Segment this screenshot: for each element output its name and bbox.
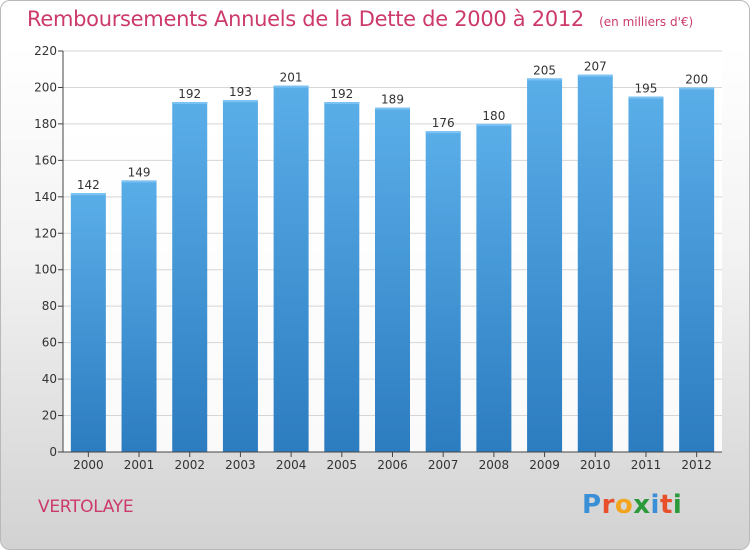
- bars: [70, 74, 715, 453]
- x-tick-label-2008: 2008: [479, 458, 510, 472]
- commune-name: VERTOLAYE: [38, 497, 134, 517]
- logo-letter: t: [659, 490, 673, 520]
- y-tick-label: 160: [34, 153, 57, 167]
- y-tick-label: 200: [34, 80, 57, 94]
- bar-top-2008: [476, 123, 512, 126]
- bar-top-2001: [121, 180, 157, 183]
- bar-top-2006: [375, 107, 410, 110]
- bar-2009: [527, 78, 563, 452]
- bar-top-2003: [222, 100, 258, 103]
- data-label-2005: 192: [330, 87, 353, 101]
- x-tick-label-2010: 2010: [580, 458, 611, 472]
- data-label-2007: 176: [432, 116, 455, 130]
- data-label-2001: 149: [128, 165, 151, 179]
- data-label-2010: 207: [584, 60, 607, 74]
- logo-letter: i: [650, 490, 660, 520]
- y-tick-label: 180: [34, 117, 57, 131]
- bar-2002: [172, 102, 208, 452]
- axes: 0 20 40 60 80 100 120 140 160 180 200 220 2000 2001 20…: [34, 44, 722, 472]
- data-label-2008: 180: [482, 109, 505, 123]
- x-tick-label-2003: 2003: [225, 458, 256, 472]
- bar-top-2010: [577, 74, 613, 77]
- bar-2005: [324, 102, 360, 452]
- y-tick-label: 60: [42, 336, 57, 350]
- data-label-2006: 189: [381, 93, 404, 107]
- bar-2007: [425, 131, 461, 452]
- data-label-2011: 195: [635, 82, 658, 96]
- x-tick-label-2005: 2005: [327, 458, 358, 472]
- bar-top-2009: [527, 78, 563, 81]
- bar-top-2005: [324, 102, 360, 105]
- bar-2010: [577, 74, 613, 452]
- y-tick-label: 20: [42, 409, 57, 423]
- chart-unit: (en milliers d'€): [599, 15, 694, 29]
- data-labels: 142 149 192 193 201 192 189 176 180 205 207 195 200: [77, 60, 708, 192]
- logo-letter: x: [633, 490, 651, 520]
- bar-top-2012: [679, 87, 715, 90]
- bar-top-2004: [273, 85, 309, 88]
- data-label-2009: 205: [533, 63, 556, 77]
- bar-2004: [273, 85, 309, 452]
- proxiti-logo: Proxiti: [582, 490, 682, 520]
- data-label-2000: 142: [77, 178, 100, 192]
- logo-letter: o: [614, 490, 634, 520]
- data-label-2002: 192: [178, 87, 201, 101]
- bar-top-2011: [628, 96, 664, 99]
- x-tick-label-2011: 2011: [631, 458, 662, 472]
- x-tick-label-2012: 2012: [681, 458, 712, 472]
- x-tick-label-2009: 2009: [529, 458, 560, 472]
- logo-letter: P: [582, 490, 602, 520]
- chart-title: Remboursements Annuels de la Dette de 20…: [27, 7, 584, 31]
- bar-2000: [70, 193, 106, 452]
- y-tick-label: 40: [42, 372, 57, 386]
- logo-letter: i: [672, 490, 683, 520]
- y-tick-label: 0: [49, 445, 57, 459]
- x-tick-label-2007: 2007: [428, 458, 459, 472]
- bar-top-2007: [425, 131, 461, 134]
- y-tick-label: 80: [42, 299, 57, 313]
- y-tick-label: 220: [34, 44, 57, 58]
- x-tick-label-2002: 2002: [174, 458, 205, 472]
- bar-top-2000: [70, 193, 106, 196]
- bar-2001: [121, 180, 157, 452]
- bar-2003: [222, 100, 258, 453]
- bar-2012: [679, 87, 715, 453]
- data-label-2004: 201: [280, 71, 303, 85]
- data-label-2003: 193: [229, 85, 252, 99]
- x-tick-label-2001: 2001: [124, 458, 155, 472]
- x-tick-label-2004: 2004: [276, 458, 307, 472]
- x-tick-label-2000: 2000: [73, 458, 104, 472]
- bar-2006: [375, 107, 410, 452]
- x-tick-label-2006: 2006: [377, 458, 408, 472]
- chart-header: Remboursements Annuels de la Dette de 20…: [27, 7, 693, 31]
- y-tick-label: 120: [34, 226, 57, 240]
- y-tick-label: 100: [34, 263, 57, 277]
- bar-2011: [628, 96, 664, 453]
- bar-top-2002: [172, 102, 208, 105]
- bar-2008: [476, 123, 512, 452]
- y-tick-label: 140: [34, 190, 57, 204]
- data-label-2012: 200: [685, 72, 708, 86]
- logo-letter: r: [601, 490, 615, 520]
